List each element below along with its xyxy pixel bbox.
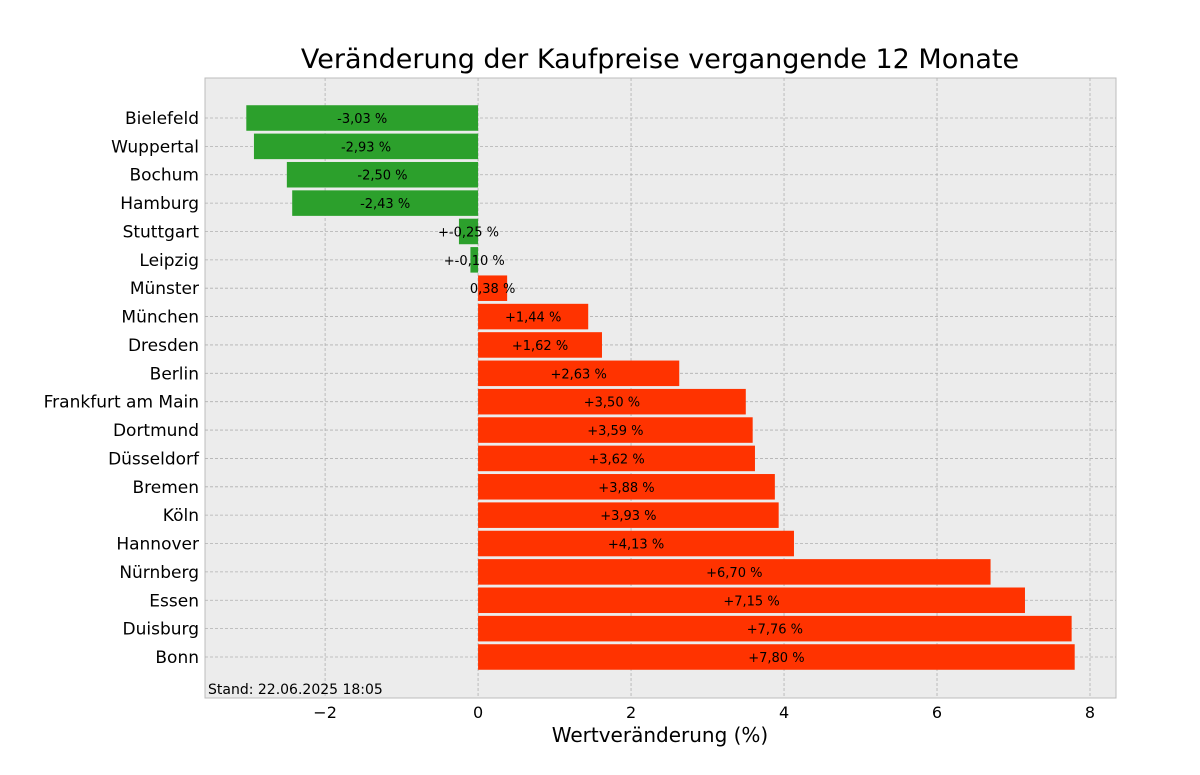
bar-value-label: +3,50 % [584, 396, 640, 411]
bar-value-label: +1,44 % [505, 311, 561, 326]
bar [478, 303, 589, 330]
y-tick-label: Berlin [150, 364, 199, 384]
y-tick-labels: Bielefeld Wuppertal Bochum Hamburg Stuttgart… [44, 109, 200, 668]
x-tick-label: −2 [313, 703, 337, 722]
bar [292, 190, 479, 216]
bar-value-label: -2,93 % [341, 140, 391, 155]
bar [478, 417, 753, 443]
bar-value-label: +4,13 % [608, 538, 664, 553]
bar-value-label: 0,38 % [470, 282, 515, 297]
bar-value-label: +-0,10 % [444, 254, 505, 269]
y-tick-label: Dortmund [113, 421, 199, 441]
bar [478, 615, 1072, 642]
y-tick-label: München [121, 308, 199, 328]
bar [478, 502, 779, 528]
bar-value-label: -2,43 % [360, 197, 410, 212]
y-tick-label: Bochum [129, 166, 199, 186]
bar [478, 445, 755, 472]
y-tick-label: Frankfurt am Main [44, 393, 199, 413]
y-tick-label: Hamburg [120, 194, 199, 214]
bar-value-label: -3,03 % [337, 112, 387, 127]
y-tick-label: Münster [130, 279, 199, 299]
bar [286, 161, 479, 188]
bar [478, 332, 602, 358]
bar [478, 388, 746, 415]
chart-title: Veränderung der Kaufpreise vergangende 1… [301, 44, 1019, 75]
y-tick-label: Duisburg [123, 620, 200, 640]
y-tick-label: Hannover [116, 535, 199, 555]
y-tick-label: Essen [149, 591, 199, 611]
bar [478, 275, 508, 301]
bar [478, 360, 680, 387]
bar-value-label: +7,76 % [747, 623, 803, 638]
y-tick-label: Bremen [132, 478, 199, 498]
bar-value-label: +3,59 % [587, 424, 643, 439]
bar [253, 133, 479, 160]
bar [458, 218, 479, 245]
bar-value-label: +1,62 % [512, 339, 568, 354]
bar [478, 559, 991, 585]
bar-value-label: +3,62 % [588, 452, 644, 467]
y-tick-label: Düsseldorf [108, 449, 200, 469]
x-tick-label: 4 [779, 703, 789, 722]
bar [478, 530, 794, 557]
bar [246, 105, 479, 131]
y-tick-label: Nürnberg [119, 563, 199, 583]
bar-value-label: +2,63 % [550, 367, 606, 382]
x-tick-label: 6 [932, 703, 942, 722]
bar-value-label: +3,93 % [600, 509, 656, 524]
x-tick-label: 2 [626, 703, 636, 722]
y-tick-label: Stuttgart [123, 222, 200, 242]
bar-value-label: -2,50 % [357, 169, 407, 184]
y-tick-label: Bielefeld [125, 109, 199, 129]
bar-value-label: +3,88 % [598, 481, 654, 496]
x-axis-label: Wertveränderung (%) [552, 723, 769, 747]
bar-value-label: +-0,25 % [438, 225, 499, 240]
bar-value-labels: -3,03 % -2,93 % -2,50 % -2,43 % +-0,25 % +-0,… [337, 112, 804, 666]
y-tick-label: Köln [163, 506, 199, 526]
x-tick-labels: −2 0 2 4 6 8 [313, 703, 1095, 722]
bar-value-label: +7,80 % [748, 651, 804, 666]
y-tick-label: Leipzig [139, 251, 199, 271]
y-tick-label: Bonn [155, 648, 199, 668]
footnote: Stand: 22.06.2025 18:05 [208, 682, 383, 698]
bar [470, 247, 479, 273]
bar-value-label: +6,70 % [706, 566, 762, 581]
bar-value-label: +7,15 % [723, 594, 779, 609]
bar [478, 474, 775, 500]
bar [478, 644, 1075, 670]
bar [478, 587, 1025, 614]
y-tick-label: Wuppertal [111, 137, 199, 157]
x-tick-label: 0 [473, 703, 483, 722]
y-tick-label: Dresden [128, 336, 199, 356]
x-tick-label: 8 [1085, 703, 1095, 722]
bars [246, 105, 1075, 670]
